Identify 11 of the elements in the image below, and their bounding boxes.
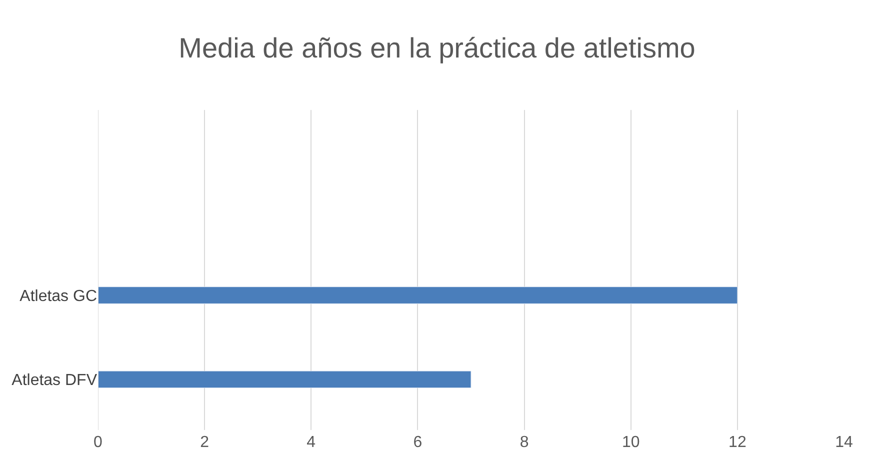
x-tick-label: 0 xyxy=(94,434,103,451)
x-tick-label: 4 xyxy=(306,434,316,451)
x-tick-label: 2 xyxy=(200,434,210,451)
y-tick-label: Atletas DFV xyxy=(12,372,98,390)
x-tick-label: 10 xyxy=(622,434,640,451)
x-tick-label: 6 xyxy=(413,434,422,451)
y-tick-label: Atletas GC xyxy=(20,288,97,305)
x-tick-label: 12 xyxy=(728,434,746,451)
x-tick-label: 8 xyxy=(520,434,529,451)
x-tick-label: 14 xyxy=(835,434,853,451)
chart-title: Media de años en la práctica de atletismo xyxy=(178,32,696,64)
